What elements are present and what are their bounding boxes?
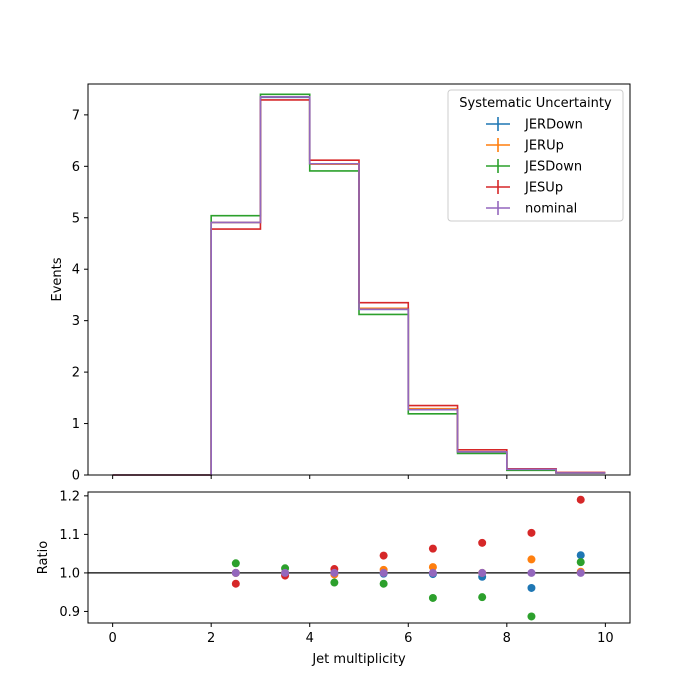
ratio-y-tick-label: 1.1 (59, 528, 80, 543)
ratio-point-JERDown (576, 551, 585, 560)
legend-title: Systematic Uncertainty (459, 96, 612, 111)
top-y-tick-label: 2 (72, 366, 80, 381)
x-tick-label: 10 (597, 631, 614, 646)
legend-label-JERUp: JERUp (524, 139, 564, 154)
ratio-y-tick-label: 1.0 (59, 566, 80, 581)
top-y-tick-label: 3 (72, 314, 80, 329)
top-y-tick-label: 6 (72, 160, 80, 175)
ratio-point-nominal (576, 568, 585, 577)
ratio-panel: 0.9 1.0 1.1 1.2 0 2 4 6 8 10 (59, 489, 631, 646)
series-line-JESDown (112, 93, 606, 476)
ratio-point-JERUp (428, 563, 437, 572)
top-plot-frame (87, 83, 631, 476)
top-y-tick-label: 1 (72, 417, 80, 432)
legend: Systematic Uncertainty JERDown JERUp JESDow… (447, 89, 624, 222)
ratio-point-nominal (379, 568, 388, 577)
x-tick-label: 8 (503, 631, 511, 646)
ratio-point-JESDown (330, 578, 339, 587)
ratio-point-JESDown (527, 612, 536, 621)
ratio-point-JESUp (231, 579, 240, 588)
events-histogram-panel: 0 1 2 3 4 5 6 7 (72, 83, 631, 484)
ratio-point-nominal (428, 568, 437, 577)
ratio-point-nominal (281, 568, 290, 577)
x-axis-label: Jet multiplicity (311, 652, 406, 667)
ratio-point-JESDown (576, 558, 585, 567)
legend-label-JESUp: JESUp (524, 181, 563, 196)
series-line-nominal (112, 96, 606, 476)
legend-box (447, 89, 624, 222)
top-y-tick-label: 5 (72, 211, 80, 226)
legend-label-JERDown: JERDown (524, 118, 583, 133)
x-tick-label: 0 (108, 631, 116, 646)
x-tick-label: 6 (404, 631, 412, 646)
ratio-point-JERDown (527, 583, 536, 592)
x-tick-label: 2 (207, 631, 215, 646)
top-y-tick-label: 7 (72, 108, 80, 123)
ratio-point-JESUp (379, 551, 388, 560)
ratio-point-JESDown (428, 593, 437, 602)
ratio-point-nominal (231, 568, 240, 577)
top-y-tick-label: 0 (72, 469, 80, 484)
ratio-point-JERUp (527, 555, 536, 564)
ratio-point-nominal (478, 568, 487, 577)
x-tick-label: 4 (306, 631, 314, 646)
ratio-point-JESUp (478, 538, 487, 547)
top-y-axis-label: Events (50, 257, 65, 301)
ratio-plot-frame (87, 491, 631, 624)
top-y-tick-label: 4 (72, 263, 80, 278)
ratio-point-JESDown (478, 593, 487, 602)
ratio-point-JESDown (231, 559, 240, 568)
ratio-point-JESUp (428, 544, 437, 553)
legend-label-nominal: nominal (525, 202, 577, 217)
legend-label-JESDown: JESDown (524, 160, 582, 175)
ratio-point-JESUp (576, 495, 585, 504)
ratio-y-axis-label: Ratio (36, 541, 51, 574)
ratio-point-nominal (330, 568, 339, 577)
ratio-y-tick-label: 1.2 (59, 489, 80, 504)
ratio-y-tick-label: 0.9 (59, 605, 80, 620)
ratio-point-nominal (527, 568, 536, 577)
ratio-point-JESDown (379, 579, 388, 588)
ratio-point-JESUp (527, 528, 536, 537)
